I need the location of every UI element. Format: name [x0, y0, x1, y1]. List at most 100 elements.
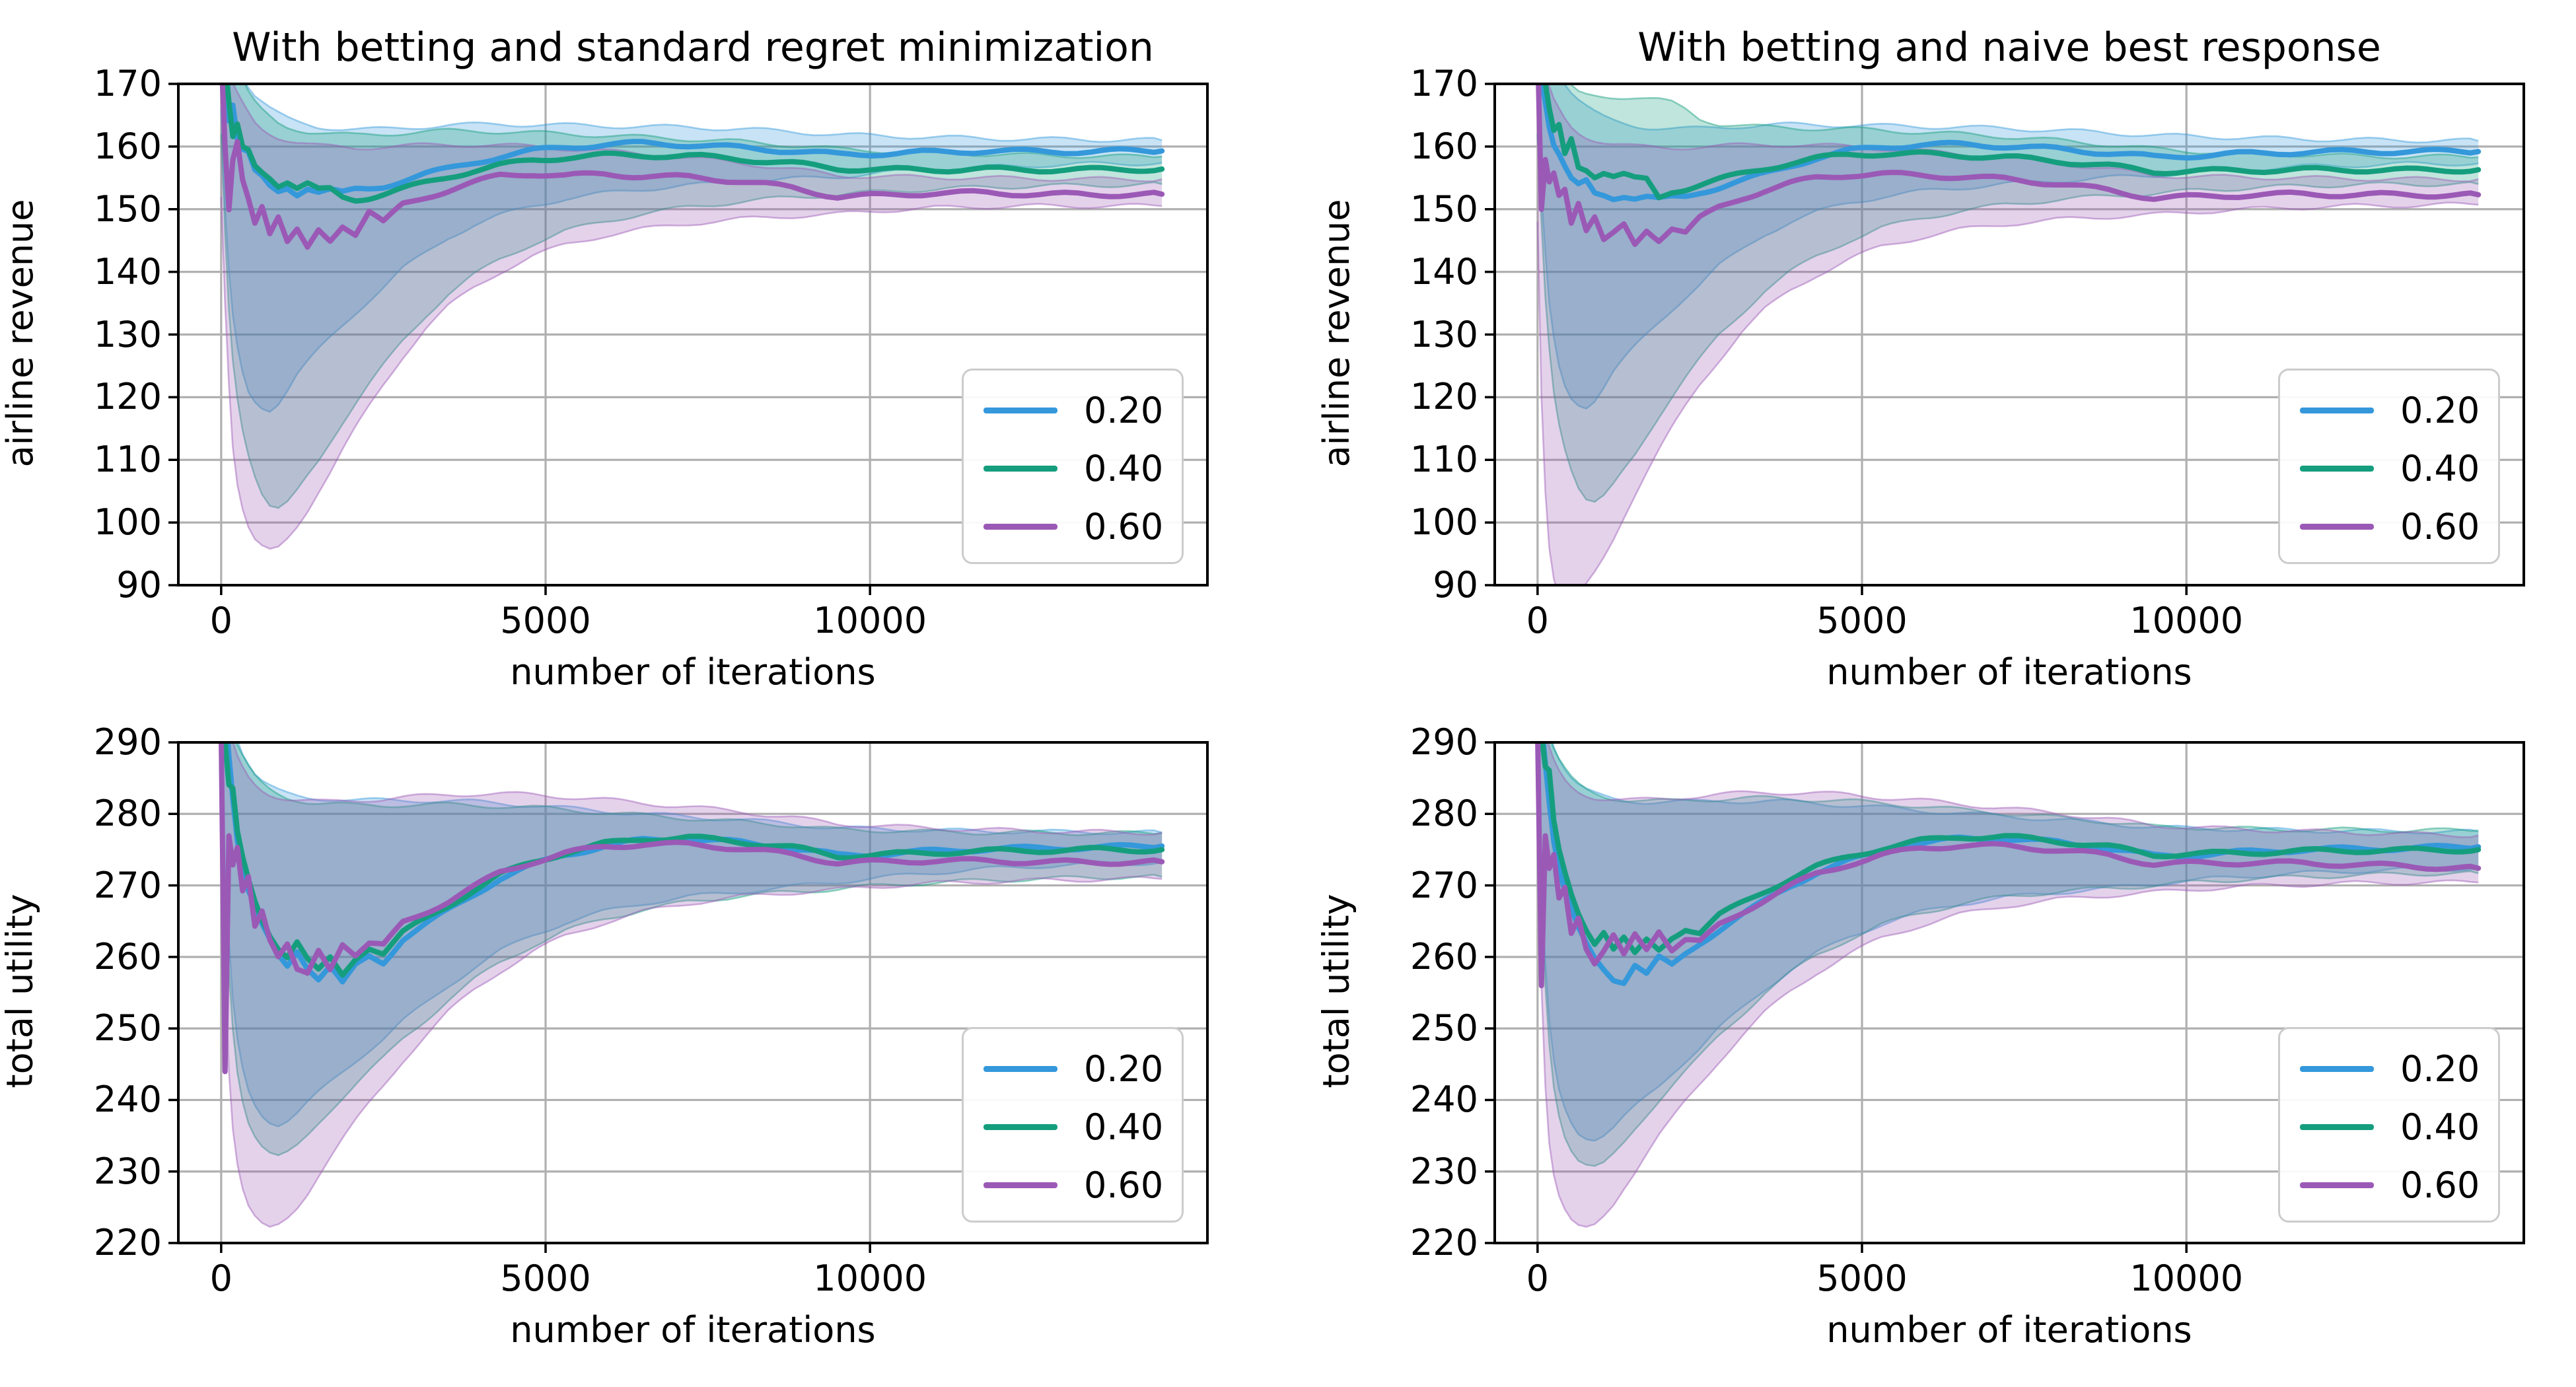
band-edge-upper-0.40: [1550, 742, 2479, 834]
x-axis-label: number of iterations: [510, 651, 876, 693]
y-tick-label: 290: [1410, 721, 1478, 763]
series-line-0.60: [1535, 742, 2482, 989]
legend-label: 0.40: [2400, 1106, 2480, 1148]
x-tick-label: 5000: [500, 600, 591, 641]
series-line-0.60: [219, 84, 1165, 250]
legend-line-purple-icon: [984, 1182, 1057, 1188]
band-edge-upper-0.20: [244, 84, 1163, 143]
legend: 0.20 0.40 0.60: [962, 1027, 1184, 1223]
legend-item: 0.40: [2280, 1098, 2498, 1156]
band-edge-lower-0.60: [1536, 828, 2479, 1228]
legend-label: 0.20: [2400, 1048, 2480, 1090]
plot-area-bottom-left: [168, 741, 1209, 1253]
legend-label: 0.20: [2400, 389, 2480, 431]
y-tick-label: 290: [93, 721, 162, 763]
confidence-band-0.60: [1537, 742, 2479, 1227]
y-tick-label: 140: [1410, 250, 1478, 293]
series-line-0.40: [222, 742, 1165, 978]
y-tick-label: 280: [93, 793, 162, 835]
legend-item: 0.60: [2280, 497, 2498, 555]
legend-line-purple-icon: [984, 523, 1057, 530]
legend-label: 0.60: [2400, 505, 2480, 548]
y-tick-label: 120: [1410, 376, 1478, 418]
y-tick-label: 230: [1410, 1150, 1478, 1192]
plot-area-bottom-right: [1485, 741, 2525, 1253]
y-tick-label: 130: [1410, 313, 1478, 355]
plot-area-top-right: [1485, 83, 2525, 595]
legend-line-purple-icon: [2300, 1182, 2374, 1188]
legend-label: 0.20: [1084, 389, 1164, 431]
legend-label: 0.40: [1084, 447, 1164, 489]
series-line-0.40: [1542, 84, 2482, 201]
y-tick-label: 220: [93, 1222, 162, 1263]
band-edge-lower-0.40: [1536, 133, 2479, 503]
band-edge-upper-0.20: [1552, 742, 2479, 835]
legend-line-blue-icon: [984, 1065, 1057, 1072]
x-tick-label: 5000: [1816, 600, 1908, 641]
chart-title: With betting and naive best response: [1637, 24, 2381, 71]
y-axis-label: total utility: [0, 894, 41, 1088]
x-axis-label: number of iterations: [510, 1309, 876, 1351]
y-tick-label: 100: [93, 501, 162, 544]
x-tick-label: 0: [209, 1258, 233, 1299]
x-tick-label: 0: [209, 600, 233, 641]
band-edge-lower-0.60: [1536, 201, 2479, 585]
confidence-band-0.20: [1537, 742, 2479, 1141]
band-edge-lower-0.40: [220, 133, 1163, 509]
y-tick-label: 220: [1410, 1222, 1478, 1263]
band-edge-upper-0.20: [237, 742, 1163, 836]
legend: 0.20 0.40 0.60: [962, 369, 1184, 564]
confidence-band-0.20: [221, 84, 1163, 412]
legend-line-purple-icon: [2300, 523, 2374, 530]
confidence-band-0.40: [1537, 84, 2479, 502]
band-edge-upper-0.60: [1548, 84, 2479, 182]
legend-label: 0.60: [2400, 1164, 2480, 1206]
y-tick-label: 250: [93, 1007, 162, 1049]
legend-item: 0.60: [964, 497, 1182, 555]
band-edge-upper-0.60: [232, 742, 1163, 836]
x-axis-label: number of iterations: [1826, 1309, 2192, 1351]
legend-line-green-icon: [2300, 465, 2374, 472]
legend-item: 0.60: [2280, 1156, 2498, 1214]
y-tick-label: 250: [1410, 1007, 1478, 1049]
legend-line-blue-icon: [984, 407, 1057, 413]
y-tick-label: 270: [1410, 864, 1478, 906]
y-tick-label: 150: [93, 188, 162, 230]
x-tick-label: 10000: [813, 600, 927, 641]
y-axis-label: total utility: [1315, 894, 1357, 1088]
axes-frame: [177, 741, 1209, 1244]
plot-area-top-left: [168, 83, 1209, 595]
legend-item: 0.40: [2280, 439, 2498, 497]
y-tick-label: 110: [1410, 439, 1478, 481]
series-line-0.40: [1540, 742, 2482, 956]
legend-label: 0.40: [2400, 447, 2480, 489]
confidence-band-0.20: [221, 742, 1163, 1127]
x-tick-label: 5000: [1816, 1258, 1908, 1299]
axes-frame: [1493, 83, 2525, 587]
y-tick-label: 130: [93, 313, 162, 355]
band-edge-lower-0.20: [1536, 133, 2479, 410]
series-line-0.20: [1540, 742, 2482, 986]
legend-label: 0.60: [1084, 1164, 1164, 1206]
x-tick-label: 10000: [2129, 1258, 2244, 1299]
legend-item: 0.40: [964, 439, 1182, 497]
y-tick-label: 140: [93, 250, 162, 293]
y-tick-label: 170: [93, 63, 162, 104]
legend-line-green-icon: [984, 465, 1057, 472]
y-axis-label: airline revenue: [1315, 199, 1357, 468]
band-edge-upper-0.40: [1569, 84, 2479, 160]
y-tick-label: 90: [1433, 564, 1478, 606]
y-tick-label: 240: [1410, 1079, 1478, 1121]
series-line-0.60: [1536, 84, 2482, 247]
x-tick-label: 10000: [2129, 600, 2244, 641]
y-tick-label: 230: [93, 1150, 162, 1192]
confidence-band-0.60: [221, 84, 1163, 549]
band-edge-upper-0.60: [232, 84, 1163, 182]
confidence-band-0.40: [1537, 742, 2479, 1166]
legend-item: 0.20: [964, 381, 1182, 439]
series-line-0.40: [225, 84, 1165, 204]
